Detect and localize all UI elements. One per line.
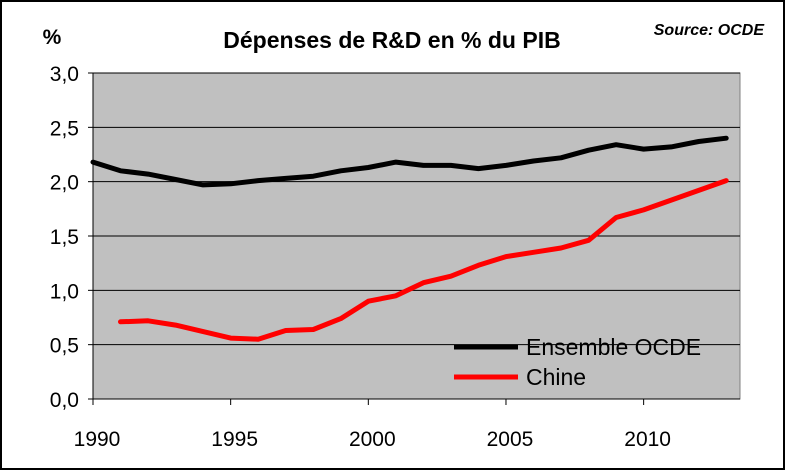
- x-tick-label: 2005: [487, 428, 534, 451]
- x-tick-label: 2000: [349, 428, 396, 451]
- y-tick-label: 2,5: [50, 117, 79, 140]
- axes: 0,0 0,5 1,0 1,5 2,0 2,5 3,0 1990 1995 2000 2005 201…: [50, 63, 740, 451]
- y-tick-label: 0,0: [50, 389, 79, 412]
- legend: Ensemble OCDE Chine: [454, 334, 701, 390]
- y-tick-label: 2,0: [50, 172, 79, 195]
- series-lines: [90, 135, 729, 342]
- series-line-2: [118, 178, 729, 342]
- y-tick-label: 3,0: [50, 63, 79, 86]
- x-tick-label: 2010: [624, 428, 671, 451]
- x-tick-label: 1995: [211, 428, 258, 451]
- y-tick-label: 1,0: [50, 280, 79, 303]
- legend-label: Chine: [526, 364, 586, 390]
- legend-label: Ensemble OCDE: [526, 334, 701, 360]
- series-line-1: [90, 135, 729, 188]
- y-tick-label: 1,5: [50, 226, 79, 249]
- chart-title: Dépenses de R&D en % du PIB: [223, 27, 560, 53]
- x-tick-label: 1990: [74, 428, 121, 451]
- chart-source: Source: OCDE: [654, 22, 766, 39]
- y-tick-label: 0,5: [50, 335, 79, 358]
- y-axis-unit: %: [43, 26, 62, 49]
- gridlines: [93, 72, 740, 346]
